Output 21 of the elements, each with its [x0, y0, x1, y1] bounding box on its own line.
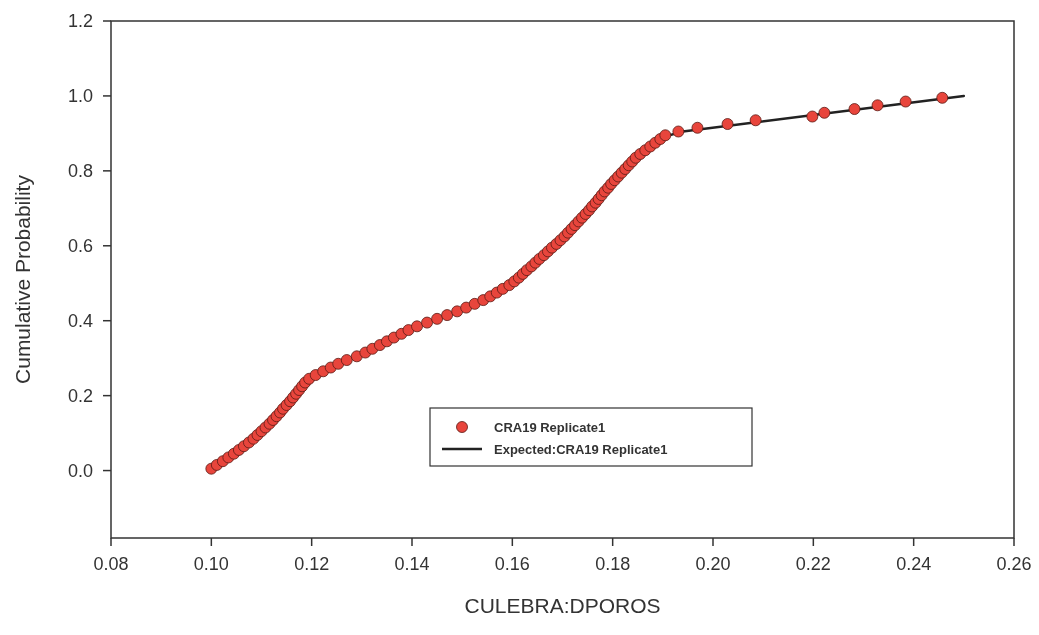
y-tick-label: 0.0: [67, 460, 93, 481]
y-tick-label: 1.0: [67, 85, 93, 106]
x-tick-label: 0.14: [394, 554, 430, 574]
x-tick-label: 0.12: [294, 554, 330, 574]
x-tick-label: 0.08: [93, 554, 129, 574]
x-tick-label: 0.10: [193, 554, 229, 574]
y-tick-label: 0.6: [67, 235, 93, 256]
y-axis-title: Cumulative Probability: [11, 174, 34, 384]
y-tick-label: 0.4: [67, 310, 93, 331]
x-tick-label: 0.26: [996, 554, 1032, 574]
y-tick-label: 0.8: [67, 160, 93, 181]
legend-label: CRA19 Replicate1: [494, 420, 606, 435]
x-tick-label: 0.24: [896, 554, 932, 574]
y-tick-label: 0.2: [67, 385, 93, 406]
x-tick-label: 0.20: [695, 554, 731, 574]
y-tick-label: 1.2: [67, 11, 93, 31]
x-tick-label: 0.16: [494, 554, 530, 574]
x-tick-label: 0.18: [595, 554, 631, 574]
x-axis-title: CULEBRA:DPOROS: [464, 594, 661, 617]
x-tick-label: 0.22: [795, 554, 831, 574]
legend-label: Expected:CRA19 Replicate1: [494, 442, 668, 457]
